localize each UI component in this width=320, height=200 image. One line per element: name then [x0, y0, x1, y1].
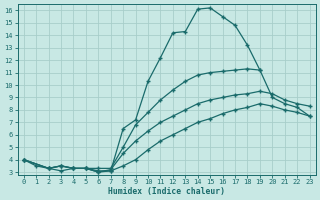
- X-axis label: Humidex (Indice chaleur): Humidex (Indice chaleur): [108, 187, 225, 196]
